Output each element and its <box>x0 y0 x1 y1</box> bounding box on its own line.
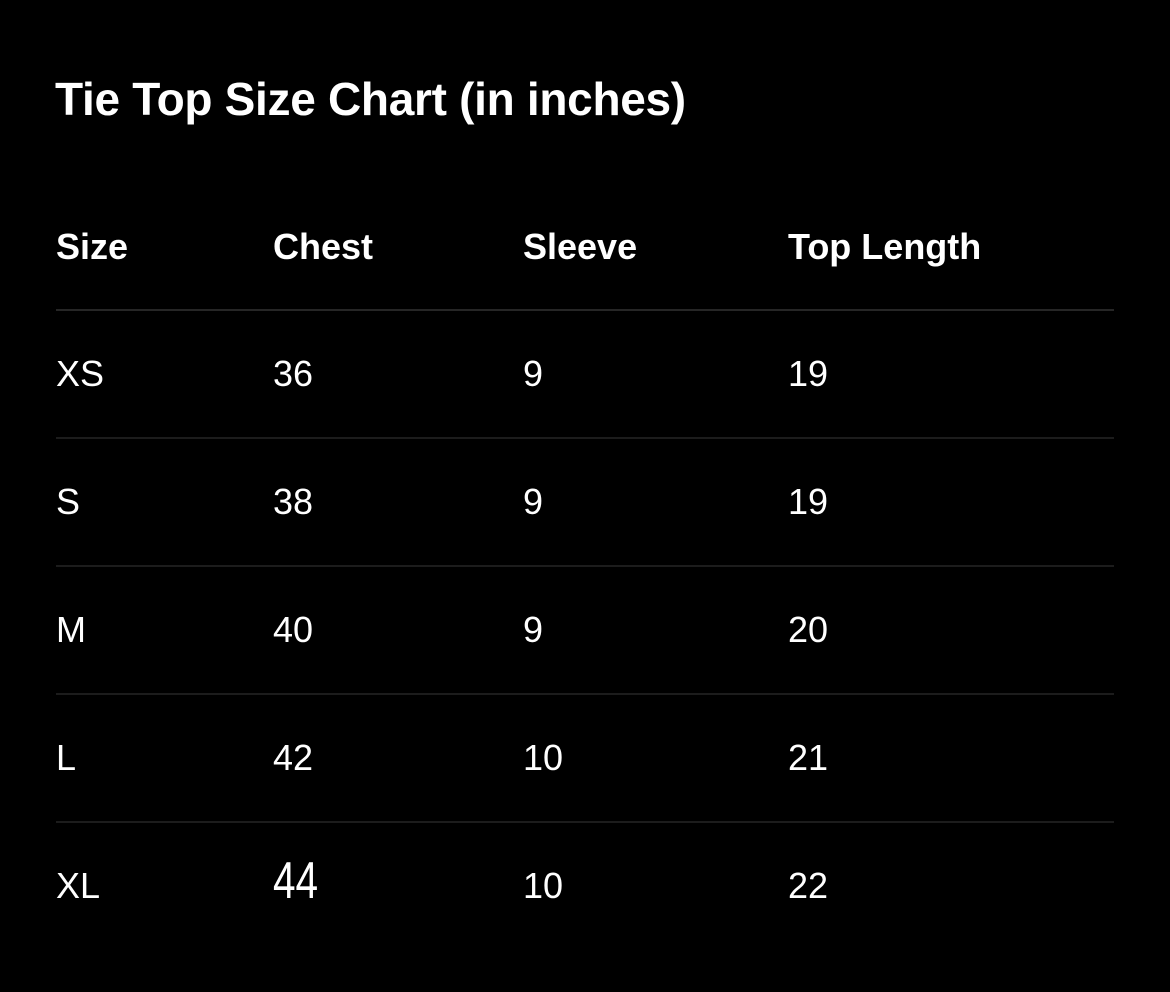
cell-text: XL <box>56 865 101 906</box>
cell-text: 22 <box>788 865 829 906</box>
cell-sleeve: 9 <box>523 609 543 651</box>
cell-text: XS <box>56 353 105 394</box>
cell-chest: 40 <box>273 609 313 651</box>
cell-text: 10 <box>523 865 564 906</box>
cell-top-length: 20 <box>788 609 828 651</box>
row-divider <box>56 565 1114 567</box>
table-row: XS 36 9 19 <box>56 353 1114 480</box>
table-row: M 40 9 20 <box>56 609 1114 736</box>
cell-text: 21 <box>788 737 829 778</box>
row-divider <box>56 821 1114 823</box>
cell-text: L <box>56 737 77 778</box>
cell-top-length: 22 <box>788 865 828 907</box>
cell-sleeve: 9 <box>523 353 543 395</box>
cell-text: 9 <box>523 609 544 650</box>
cell-text: M <box>56 609 86 650</box>
cell-chest: 36 <box>273 353 313 395</box>
table-row: XL 44 10 22 <box>56 855 1114 992</box>
page-title: Tie Top Size Chart (in inches) <box>55 73 686 125</box>
header-sleeve: Sleeve <box>523 226 638 267</box>
header-top-length: Top Length <box>788 226 982 267</box>
cell-sleeve: 9 <box>523 481 543 523</box>
cell-size: XS <box>56 353 104 395</box>
cell-size: XL <box>56 865 100 907</box>
cell-size: M <box>56 609 86 651</box>
cell-text: 19 <box>788 353 829 394</box>
cell-text: 36 <box>273 353 314 394</box>
cell-text: 42 <box>273 737 314 778</box>
cell-text: 40 <box>273 609 314 650</box>
cell-text: S <box>56 481 81 522</box>
cell-text: 44 <box>273 852 319 910</box>
row-divider <box>56 693 1114 695</box>
cell-top-length: 19 <box>788 353 828 395</box>
cell-size: S <box>56 481 80 523</box>
cell-chest: 42 <box>273 737 313 779</box>
cell-chest: 44 <box>273 855 331 917</box>
cell-text: 10 <box>523 737 564 778</box>
row-divider <box>56 309 1114 311</box>
table-row: L 42 10 21 <box>56 737 1114 864</box>
row-divider <box>56 437 1114 439</box>
cell-top-length: 21 <box>788 737 828 779</box>
header-size: Size <box>56 226 129 267</box>
cell-text: 9 <box>523 481 544 522</box>
cell-text: 19 <box>788 481 829 522</box>
cell-sleeve: 10 <box>523 737 563 779</box>
cell-text: 38 <box>273 481 314 522</box>
table-header-row: Size Chest Sleeve Top Length <box>56 226 1114 353</box>
cell-chest: 38 <box>273 481 313 523</box>
cell-sleeve: 10 <box>523 865 563 907</box>
cell-text: 20 <box>788 609 829 650</box>
header-chest: Chest <box>273 226 374 267</box>
cell-text: 9 <box>523 353 544 394</box>
cell-top-length: 19 <box>788 481 828 523</box>
cell-size: L <box>56 737 76 779</box>
table-row: S 38 9 19 <box>56 481 1114 608</box>
